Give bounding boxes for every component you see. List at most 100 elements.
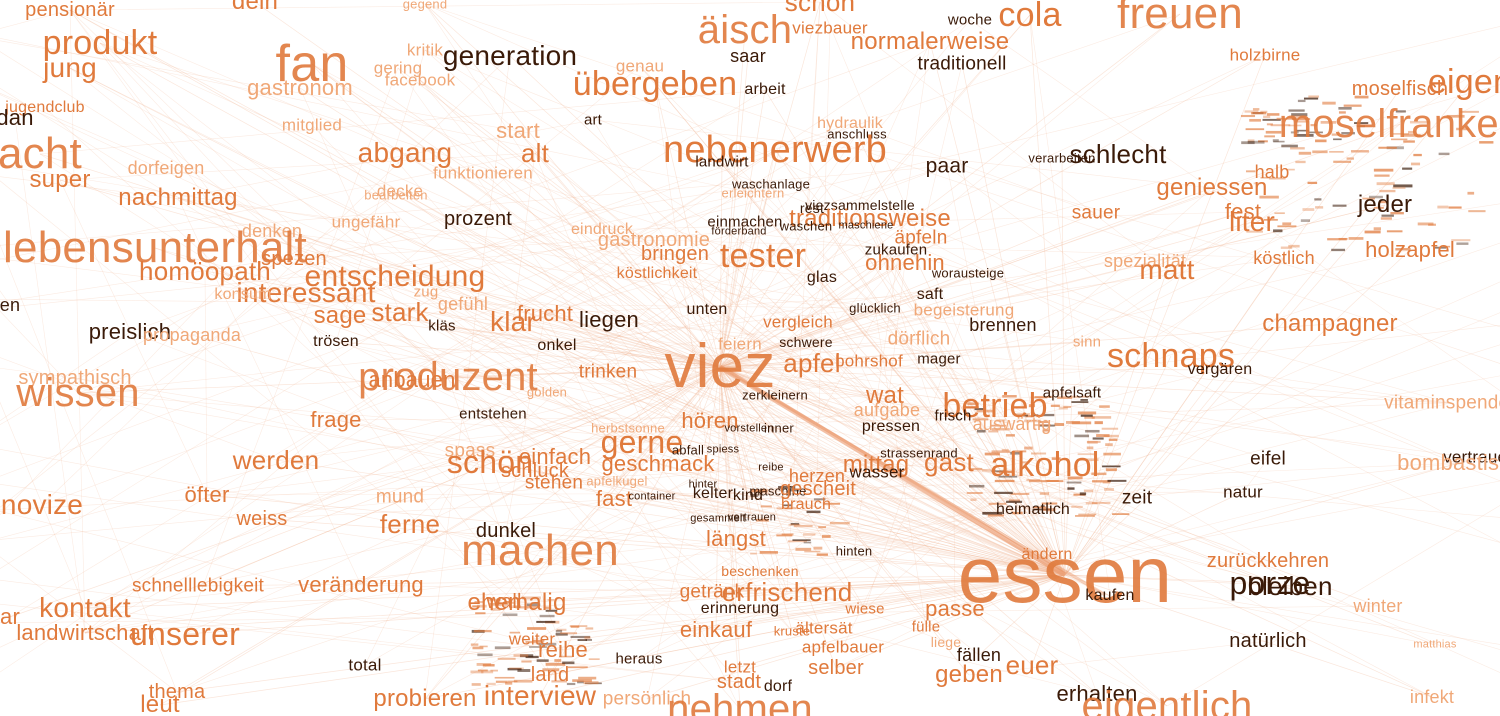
edge-cross-84 xyxy=(424,488,819,700)
word-node-glas: glas xyxy=(806,269,838,286)
word-node-wat: wat xyxy=(866,382,904,409)
micro-node-c-79 xyxy=(578,676,597,680)
edge-essen-schluck xyxy=(534,470,1066,576)
micro-node-a-23 xyxy=(1079,458,1099,462)
word-node-porze: porze xyxy=(1229,565,1311,601)
micro-node-d-13 xyxy=(1272,139,1279,142)
micro-node-b-52 xyxy=(1479,141,1494,144)
micro-node-c-63 xyxy=(477,653,493,657)
word-node-probieren: probieren xyxy=(373,685,477,712)
edge-viez-hinter xyxy=(702,366,721,486)
micro-node-b-84 xyxy=(1456,127,1470,131)
edge-viez-einfach xyxy=(554,366,721,458)
word-node-unserer: unserer xyxy=(130,616,240,652)
edge-cross-188 xyxy=(261,493,714,520)
micro-node-b-22 xyxy=(1456,242,1469,245)
word-node-total: total xyxy=(348,655,382,675)
edge-cross-138 xyxy=(335,341,950,463)
word-node-preislich: preislich xyxy=(88,319,172,344)
edge-essen-natur xyxy=(1064,491,1244,576)
micro-node-e-14 xyxy=(760,505,772,508)
micro-node-c-22 xyxy=(519,654,534,658)
edge-cross-205 xyxy=(99,42,823,279)
word-node-liege: liege xyxy=(930,634,962,650)
word-node-mund: mund xyxy=(375,486,425,508)
edge-essen-stehen xyxy=(553,482,1066,576)
edge-viez-herzen xyxy=(719,366,818,477)
edge-cross-66 xyxy=(0,89,766,569)
micro-node-d-14 xyxy=(1260,110,1268,113)
edge-cross-259 xyxy=(859,204,1500,543)
micro-node-d-25 xyxy=(1241,141,1255,145)
micro-node-c-32 xyxy=(505,681,513,685)
edge-viez-produzent xyxy=(447,366,721,378)
micro-node-b-20 xyxy=(1467,191,1475,195)
word-node-vergleich: vergleich xyxy=(763,312,833,332)
edge-cross-59 xyxy=(299,87,401,313)
edge-essen-fast xyxy=(613,498,1066,576)
micro-node-a-54 xyxy=(1092,480,1111,483)
word-node-paar: paar xyxy=(925,154,969,178)
word-node-pressen: pressen xyxy=(861,418,921,435)
edge-viez-matt xyxy=(719,269,1168,368)
micro-node-a-93 xyxy=(1067,487,1075,490)
micro-node-e-21 xyxy=(806,510,821,514)
edge-cross-97 xyxy=(441,325,877,466)
edge-cross-22 xyxy=(770,183,892,428)
edge-viez-heimatlich xyxy=(719,366,1034,511)
edge-viez-einmachen xyxy=(719,221,746,368)
edge-viez-wat xyxy=(719,366,886,397)
edge-essen-porze xyxy=(1064,574,1271,584)
edge-essen-wiese xyxy=(864,574,1066,610)
edge-cross-52 xyxy=(489,461,753,519)
edge-cross-44 xyxy=(129,41,931,333)
micro-node-c-52 xyxy=(560,632,578,635)
micro-node-a-86 xyxy=(1012,450,1027,453)
micro-node-a-100 xyxy=(1042,413,1055,417)
micro-node-b-56 xyxy=(1282,222,1292,226)
word-node-anbauen: anbauen xyxy=(368,367,456,392)
micro-node-c-15 xyxy=(494,646,511,650)
edge-essen-selber xyxy=(835,574,1066,669)
edge-essen-glas xyxy=(821,277,1066,576)
edge-cross-176 xyxy=(0,603,740,683)
edge-cross-124 xyxy=(184,427,629,635)
micro-node-e-27 xyxy=(792,539,811,541)
micro-node-a-103 xyxy=(1092,437,1104,440)
micro-node-b-29 xyxy=(1408,130,1417,134)
word-node-champagner: champagner xyxy=(1262,310,1398,337)
edge-cross-156 xyxy=(739,343,1048,556)
micro-node-b-36 xyxy=(1338,237,1348,240)
micro-node-a-107 xyxy=(1008,499,1021,502)
word-node-funktionieren: funktionieren xyxy=(433,163,533,183)
edge-cross-86 xyxy=(441,165,948,327)
edge-cross-6 xyxy=(657,463,793,632)
micro-node-a-43 xyxy=(1042,429,1050,432)
word-node-normalerweise: normalerweise xyxy=(850,28,1010,55)
edge-cross-4 xyxy=(0,180,518,604)
micro-node-d-21 xyxy=(1315,139,1327,143)
micro-node-c-30 xyxy=(472,646,484,650)
edge-cross-251 xyxy=(399,190,980,656)
micro-node-a-52 xyxy=(990,424,1006,427)
edge-cross-32 xyxy=(77,13,1181,394)
micro-node-c-78 xyxy=(495,680,508,683)
micro-node-a-92 xyxy=(1085,429,1100,433)
word-node-infekt: infekt xyxy=(1409,687,1455,707)
edge-essen-traditionsweise xyxy=(869,218,1066,576)
edge-cross-131 xyxy=(492,413,740,683)
edge-essen-dein xyxy=(254,1,1066,576)
micro-node-d-11 xyxy=(1262,118,1281,121)
edge-essen-propaganda xyxy=(191,334,1066,576)
edge-viez-beschenken xyxy=(719,366,761,572)
word-node-vertrauen2: vertrauen xyxy=(727,511,777,524)
edge-cross-229 xyxy=(364,427,780,666)
word-node-woche: woche xyxy=(947,11,993,29)
edge-cross-189 xyxy=(715,312,1500,631)
micro-node-c-46 xyxy=(577,680,584,684)
edge-essen-ehemalig xyxy=(516,574,1066,604)
edge-viez-ar xyxy=(9,366,721,618)
edge-cross-177 xyxy=(512,225,867,323)
micro-node-a-77 xyxy=(991,450,1011,453)
